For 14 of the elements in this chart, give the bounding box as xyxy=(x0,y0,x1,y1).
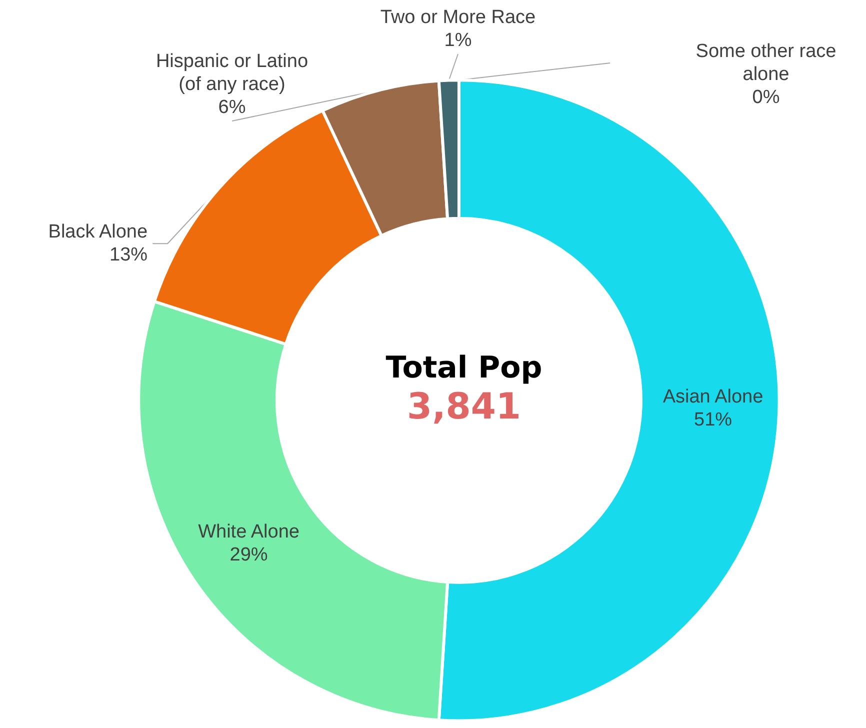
text: 0% xyxy=(752,87,780,108)
slice-label: Asian Alone xyxy=(662,386,764,408)
slice-label: Black Alone xyxy=(48,222,148,243)
data-label: 6% xyxy=(218,97,246,118)
slice-label: Two or More Race xyxy=(380,7,536,28)
category-label: Some other race alone xyxy=(696,41,836,85)
text: Total Pop xyxy=(386,350,542,386)
data-label: 13% xyxy=(110,244,148,266)
data-label: 51% xyxy=(694,409,732,430)
slice-label: Hispanic or Latino (of any race) xyxy=(156,51,308,95)
data-label: 1% xyxy=(444,30,472,51)
data-label: 29% xyxy=(230,544,268,566)
slice-label: White Alone xyxy=(198,521,300,542)
text: 3,841 xyxy=(407,386,521,428)
